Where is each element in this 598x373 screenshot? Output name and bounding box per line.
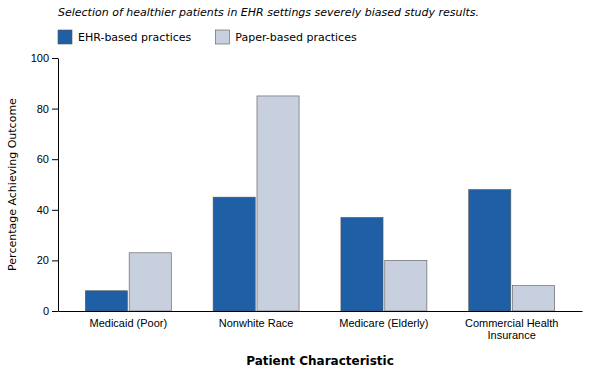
y-axis: 0 20 40 60 80 100 (31, 52, 59, 317)
x-tick: Nonwhite Race (219, 317, 294, 329)
y-tick-label: 40 (37, 204, 49, 216)
x-tick: Commercial HealthInsurance (465, 317, 559, 342)
y-tick-mark (52, 159, 58, 160)
plot: 0 20 40 60 80 100 Medicaid (Poor) Nonwhite Race… (31, 52, 583, 341)
legend-item: EHR-based practices (58, 30, 192, 44)
x-tick-label: Medicare (Elderly) (339, 317, 428, 329)
y-tick-label: 0 (43, 305, 49, 317)
legend-swatch (215, 30, 229, 44)
y-tick: 40 (37, 204, 58, 216)
bar (257, 96, 299, 311)
bar (385, 260, 427, 311)
annotation: Selection of healthier patients in EHR s… (58, 6, 479, 19)
y-axis-title: Percentage Achieving Outcome (6, 98, 19, 271)
y-tick-mark (52, 260, 58, 261)
x-axis-line (59, 311, 583, 312)
x-tick-label-line: Insurance (488, 329, 536, 341)
y-tick-label: 20 (37, 254, 49, 266)
bar-series (129, 96, 555, 311)
bar (341, 217, 383, 311)
chart: 0 20 40 60 80 100 Medicaid (Poor) Nonwhite Race… (0, 0, 598, 373)
y-tick: 0 (43, 305, 58, 317)
legend-swatch (58, 30, 72, 44)
x-axis-title: Patient Characteristic (246, 354, 394, 368)
x-tick-label-line: Medicare (Elderly) (339, 317, 428, 329)
x-tick-label: Medicaid (Poor) (89, 317, 167, 329)
y-tick-mark (52, 109, 58, 110)
x-tick: Medicare (Elderly) (339, 317, 428, 329)
y-tick-label: 80 (37, 103, 49, 115)
bars (85, 96, 554, 311)
y-tick: 80 (37, 103, 58, 115)
y-tick-mark (52, 210, 58, 211)
y-tick-label: 100 (31, 52, 49, 64)
legend-item: Paper-based practices (215, 30, 357, 44)
legend: EHR-based practices Paper-based practices (58, 30, 357, 44)
y-tick-mark (52, 311, 58, 312)
y-tick: 20 (37, 254, 58, 266)
x-tick-label: Nonwhite Race (219, 317, 294, 329)
y-tick: 100 (31, 52, 58, 64)
bar (513, 286, 555, 311)
bar (85, 291, 127, 311)
legend-label: Paper-based practices (235, 31, 357, 44)
legend-label: EHR-based practices (78, 31, 192, 44)
x-tick-label-line: Nonwhite Race (219, 317, 294, 329)
y-tick: 60 (37, 153, 58, 165)
y-axis-line (58, 59, 59, 312)
bar (213, 197, 255, 311)
y-tick-mark (52, 58, 58, 59)
x-tick: Medicaid (Poor) (89, 317, 167, 329)
y-tick-label: 60 (37, 153, 49, 165)
bar (129, 253, 171, 311)
x-tick-label-line: Commercial Health (465, 317, 559, 329)
x-tick-label: Commercial HealthInsurance (465, 317, 559, 342)
x-tick-label-line: Medicaid (Poor) (89, 317, 167, 329)
x-axis: Medicaid (Poor) Nonwhite Race Medicare (El… (59, 312, 583, 342)
bar (469, 190, 511, 311)
